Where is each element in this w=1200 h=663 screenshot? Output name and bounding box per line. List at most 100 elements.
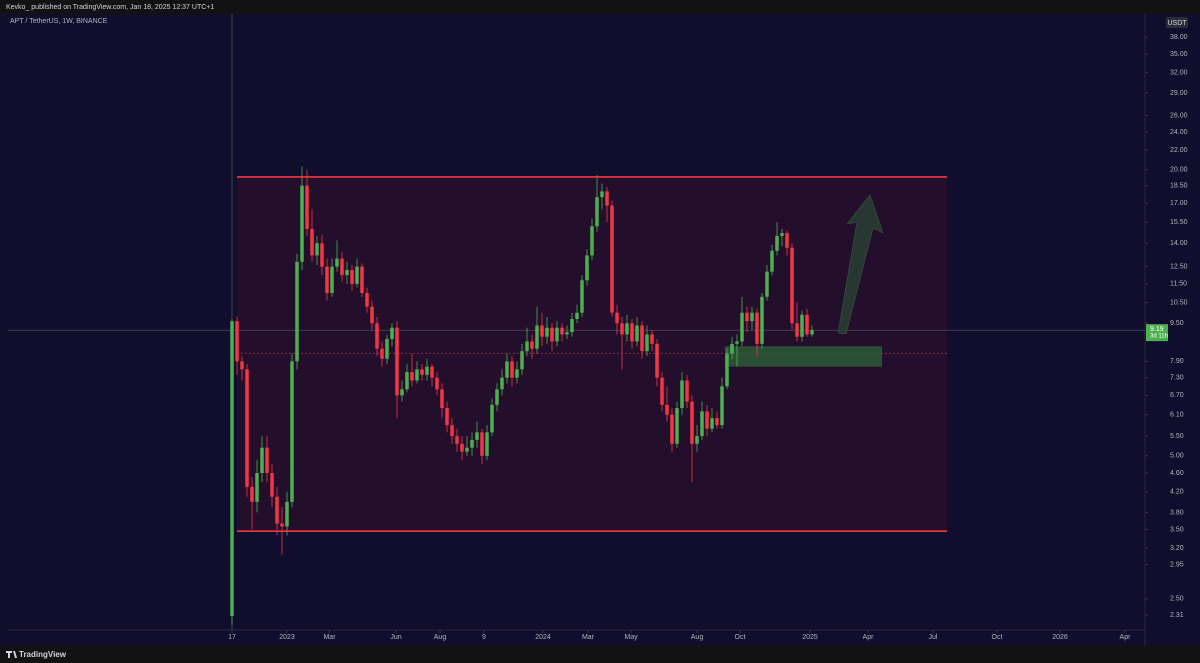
candle-body — [295, 261, 299, 362]
y-tick-label: 6.10 — [1170, 412, 1184, 419]
candle-body — [480, 432, 484, 456]
countdown: 3d 11h — [1150, 334, 1168, 340]
unit-label: USDT — [1167, 20, 1187, 27]
x-tick-label: Aug — [434, 634, 447, 641]
brand: TradingView — [19, 650, 67, 659]
symbol-title: APT / TetherUS, 1W, BINANCE — [10, 18, 108, 25]
candle-body — [725, 353, 729, 387]
candle-body — [645, 334, 649, 352]
candle-body — [290, 361, 294, 502]
candle-body — [695, 436, 699, 444]
candle-body — [690, 401, 694, 444]
candle-body — [660, 377, 664, 405]
candle-body — [580, 280, 584, 313]
y-tick-label: 14.00 — [1170, 240, 1188, 247]
candle-body — [570, 318, 574, 333]
candle-body — [325, 266, 329, 294]
candle-body — [665, 404, 669, 415]
candle-body — [300, 185, 304, 262]
candle-body — [545, 327, 549, 337]
candle-body — [680, 380, 684, 409]
candle-body — [435, 377, 439, 390]
candle-body — [460, 443, 464, 452]
candle-body — [615, 312, 619, 324]
candle-body — [670, 414, 674, 444]
price-tag — [1146, 324, 1168, 342]
y-tick-label: 3.20 — [1170, 545, 1184, 552]
y-tick-label: 26.00 — [1170, 112, 1188, 119]
y-tick-label: 5.50 — [1170, 433, 1184, 440]
y-tick-label: 17.00 — [1170, 200, 1188, 207]
y-tick-label: 12.50 — [1170, 263, 1188, 270]
candle-body — [535, 325, 539, 349]
candle-body — [500, 377, 504, 390]
candle-body — [430, 366, 434, 378]
y-tick-label: 15.50 — [1170, 219, 1188, 226]
candle-body — [335, 258, 339, 267]
candle-body — [640, 325, 644, 352]
candle-body — [755, 312, 759, 344]
y-tick-label: 4.60 — [1170, 470, 1184, 477]
candle-body — [420, 369, 424, 375]
candle-body — [330, 266, 334, 294]
y-tick-label: 38.00 — [1170, 34, 1188, 41]
footer-bar — [0, 646, 1200, 663]
x-tick-label: Mar — [323, 634, 336, 641]
candle-body — [635, 325, 639, 342]
candle-body — [575, 312, 579, 319]
candle-body — [405, 372, 409, 390]
candle-body — [540, 325, 544, 337]
candle-body — [400, 389, 404, 396]
candle-body — [795, 323, 799, 337]
candle-body — [515, 369, 519, 378]
y-tick-label: 7.30 — [1170, 375, 1184, 382]
candle-body — [620, 323, 624, 335]
candle-body — [440, 389, 444, 409]
candle-body — [230, 321, 234, 617]
candle-body — [320, 243, 324, 267]
unit-badge — [1166, 17, 1188, 28]
candle-body — [585, 255, 589, 281]
candle-body — [790, 247, 794, 324]
logo-icon — [6, 651, 17, 658]
candle-body — [610, 205, 614, 313]
candle-body — [495, 389, 499, 405]
y-tick-label: 2.31 — [1170, 612, 1184, 619]
candle-body — [315, 243, 319, 256]
candle-body — [360, 266, 364, 294]
candle-body — [565, 332, 569, 335]
candle-body — [595, 197, 599, 227]
x-tick-label: 9 — [482, 634, 486, 641]
candle-body — [805, 314, 809, 335]
candle-body — [395, 327, 399, 396]
x-tick-label: Oct — [992, 634, 1003, 641]
candle-body — [745, 312, 749, 322]
candle-body — [530, 341, 534, 349]
candle-body — [345, 269, 349, 276]
candle-body — [810, 330, 814, 335]
y-tick-label: 29.00 — [1170, 90, 1188, 97]
candle-body — [560, 327, 564, 335]
x-tick-label: Aug — [691, 634, 704, 641]
y-tick-label: 11.50 — [1170, 281, 1187, 288]
y-tick-label: 9.50 — [1170, 320, 1184, 327]
candle-body — [285, 501, 289, 527]
x-tick-label: Apr — [863, 634, 875, 641]
candle-body — [340, 258, 344, 276]
candle-body — [385, 339, 389, 359]
candle-body — [735, 341, 739, 344]
candle-body — [410, 372, 414, 381]
candle-body — [705, 411, 709, 429]
logo: TradingView — [6, 650, 67, 659]
candle-body — [505, 361, 509, 378]
x-tick-label: 2025 — [802, 634, 818, 641]
candle-body — [555, 327, 559, 342]
x-tick-label: 2024 — [535, 634, 551, 641]
candle-body — [630, 323, 634, 342]
y-tick-label: 2.95 — [1170, 562, 1184, 569]
y-tick-label: 3.50 — [1170, 526, 1184, 533]
publisher: Kevko_ published on TradingView.com, Jan… — [6, 4, 214, 11]
candle-body — [390, 327, 394, 340]
candle-body — [375, 323, 379, 349]
demand-zone — [725, 346, 882, 367]
